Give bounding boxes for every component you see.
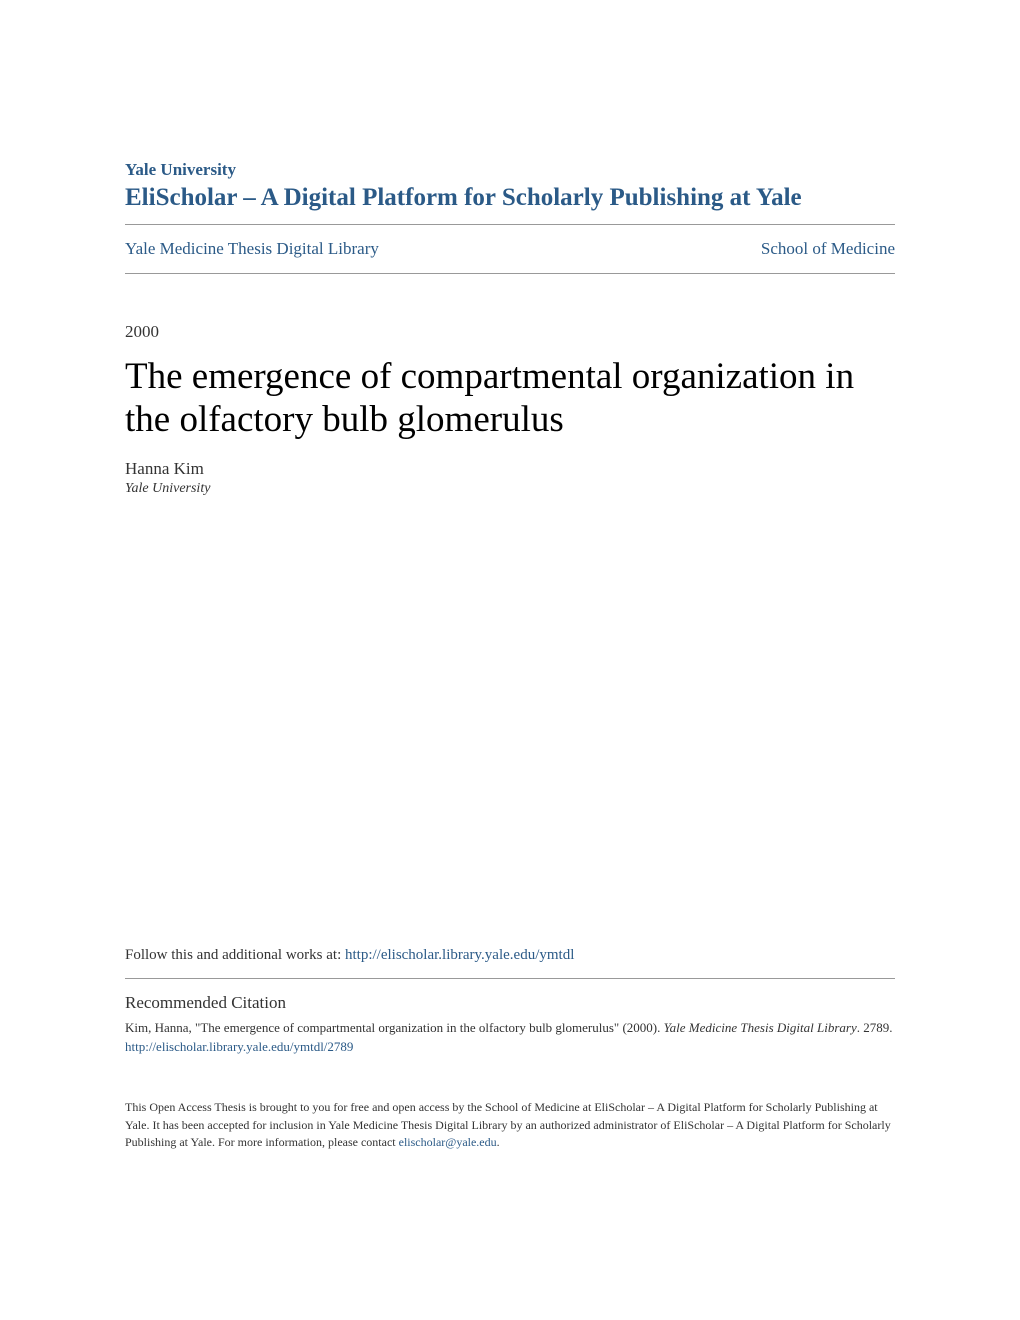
citation-heading: Recommended Citation	[125, 993, 895, 1013]
citation-part1: Kim, Hanna, "The emergence of compartmen…	[125, 1020, 664, 1035]
platform-name[interactable]: EliScholar – A Digital Platform for Scho…	[125, 184, 895, 212]
breadcrumb-row: Yale Medicine Thesis Digital Library Sch…	[125, 239, 895, 259]
follow-prefix: Follow this and additional works at:	[125, 947, 345, 963]
breadcrumb-school[interactable]: School of Medicine	[761, 239, 895, 259]
citation-link[interactable]: http://elischolar.library.yale.edu/ymtdl…	[125, 1039, 895, 1055]
footer-part1: This Open Access Thesis is brought to yo…	[125, 1100, 891, 1149]
follow-section: Follow this and additional works at: htt…	[125, 947, 895, 964]
university-name[interactable]: Yale University	[125, 160, 895, 180]
citation-text: Kim, Hanna, "The emergence of compartmen…	[125, 1019, 895, 1037]
author-name: Hanna Kim	[125, 459, 895, 479]
page-container: Yale University EliScholar – A Digital P…	[0, 0, 1020, 1211]
divider-citation	[125, 978, 895, 979]
footer-part2: .	[497, 1135, 500, 1149]
citation-section: Recommended Citation Kim, Hanna, "The em…	[125, 993, 895, 1055]
divider-top	[125, 224, 895, 225]
footer-email[interactable]: elischolar@yale.edu	[399, 1135, 497, 1149]
citation-part2: . 2789.	[857, 1020, 893, 1035]
divider-bottom	[125, 273, 895, 274]
breadcrumb-collection[interactable]: Yale Medicine Thesis Digital Library	[125, 239, 379, 259]
follow-link[interactable]: http://elischolar.library.yale.edu/ymtdl	[345, 947, 574, 963]
paper-title: The emergence of compartmental organizat…	[125, 356, 895, 441]
footer-text: This Open Access Thesis is brought to yo…	[125, 1099, 895, 1151]
publication-year: 2000	[125, 322, 895, 342]
author-affiliation: Yale University	[125, 481, 895, 497]
citation-italic: Yale Medicine Thesis Digital Library	[664, 1020, 857, 1035]
